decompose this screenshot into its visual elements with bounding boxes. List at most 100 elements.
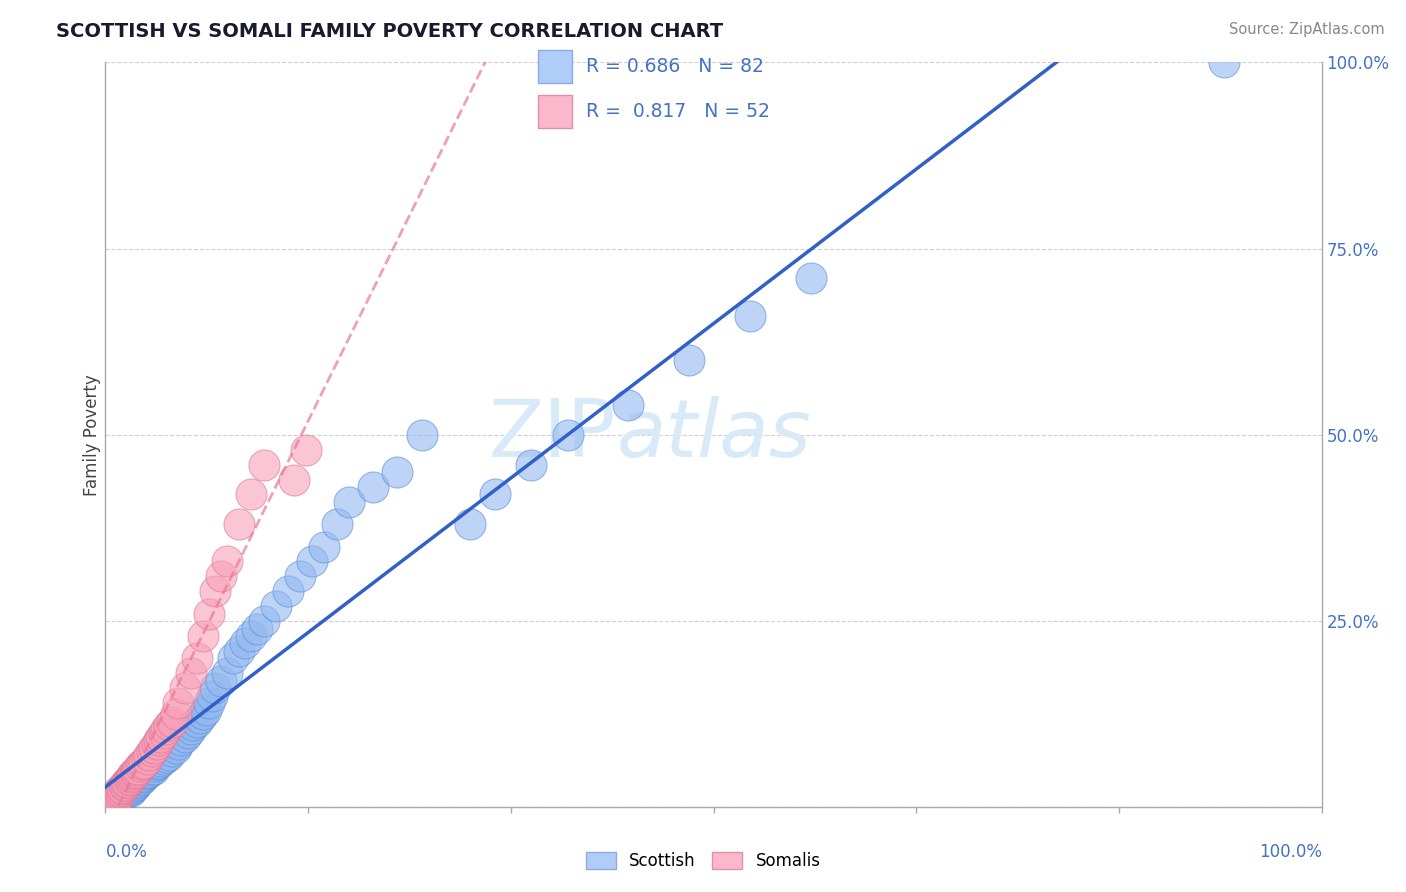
Point — [107, 789, 129, 804]
Point — [122, 780, 145, 795]
Text: R =  0.817   N = 52: R = 0.817 N = 52 — [586, 103, 769, 121]
Point — [148, 756, 170, 770]
Point — [484, 487, 506, 501]
Point — [115, 785, 138, 799]
Point — [240, 629, 263, 643]
Point — [198, 607, 221, 621]
Point — [153, 752, 176, 766]
Point — [112, 780, 135, 794]
Point — [108, 785, 131, 799]
Point — [118, 778, 141, 792]
Point — [314, 540, 336, 554]
Point — [173, 730, 195, 744]
Point — [180, 666, 202, 681]
Point — [191, 629, 214, 643]
Point — [173, 681, 195, 695]
Point — [125, 763, 148, 777]
Point — [104, 793, 127, 807]
Point — [148, 733, 170, 747]
Point — [361, 480, 384, 494]
Point — [240, 487, 263, 501]
Point — [111, 780, 134, 795]
Point — [800, 271, 823, 285]
FancyBboxPatch shape — [537, 50, 572, 83]
Point — [132, 771, 155, 785]
Point — [128, 773, 150, 788]
Point — [120, 771, 142, 785]
Point — [186, 651, 208, 665]
Point — [125, 776, 148, 790]
Point — [138, 764, 160, 779]
Point — [107, 793, 129, 807]
Text: SCOTTISH VS SOMALI FAMILY POVERTY CORRELATION CHART: SCOTTISH VS SOMALI FAMILY POVERTY CORREL… — [56, 22, 723, 41]
Point — [181, 718, 204, 732]
Y-axis label: Family Poverty: Family Poverty — [83, 374, 101, 496]
Point — [117, 775, 139, 789]
Point — [125, 778, 148, 792]
Text: Source: ZipAtlas.com: Source: ZipAtlas.com — [1229, 22, 1385, 37]
Point — [143, 740, 166, 755]
Text: ZIP: ZIP — [489, 396, 616, 474]
Point — [112, 785, 135, 799]
Point — [128, 759, 150, 773]
Point — [228, 644, 250, 658]
Point — [124, 780, 146, 794]
Point — [153, 726, 176, 740]
Point — [143, 759, 166, 773]
Text: 0.0%: 0.0% — [105, 843, 148, 861]
Point — [177, 726, 200, 740]
Point — [246, 622, 269, 636]
Point — [157, 748, 180, 763]
Point — [195, 703, 218, 717]
Point — [217, 666, 239, 681]
Point — [301, 554, 323, 568]
Point — [134, 769, 156, 783]
Point — [120, 784, 142, 798]
Point — [117, 773, 139, 788]
Point — [143, 762, 166, 776]
Point — [295, 442, 318, 457]
Point — [217, 554, 239, 568]
Point — [112, 781, 135, 796]
Point — [617, 398, 640, 412]
Point — [107, 785, 129, 799]
Legend: Scottish, Somalis: Scottish, Somalis — [579, 845, 827, 877]
Point — [103, 794, 125, 808]
Text: R = 0.686   N = 82: R = 0.686 N = 82 — [586, 57, 763, 76]
FancyBboxPatch shape — [537, 95, 572, 128]
Point — [337, 495, 360, 509]
Point — [108, 789, 131, 804]
Point — [114, 787, 136, 801]
Point — [111, 787, 134, 801]
Point — [127, 775, 149, 789]
Point — [209, 673, 232, 688]
Point — [162, 714, 184, 729]
Point — [114, 778, 136, 792]
Point — [288, 569, 311, 583]
Point — [233, 636, 256, 650]
Point — [131, 757, 153, 772]
Point — [107, 789, 129, 803]
Point — [131, 772, 153, 786]
Point — [104, 794, 127, 808]
Point — [121, 782, 143, 797]
Point — [209, 569, 232, 583]
Point — [100, 797, 122, 811]
Point — [135, 767, 157, 781]
Point — [204, 584, 226, 599]
Point — [115, 776, 138, 790]
Point — [165, 707, 187, 722]
Point — [252, 458, 274, 472]
Point — [738, 309, 761, 323]
Point — [108, 791, 131, 805]
Point — [201, 689, 224, 703]
Point — [118, 772, 141, 786]
Point — [155, 749, 177, 764]
Point — [110, 789, 132, 803]
Point — [167, 737, 190, 751]
Point — [155, 722, 177, 736]
Point — [105, 791, 128, 805]
Point — [162, 744, 184, 758]
Point — [325, 517, 347, 532]
Point — [141, 744, 163, 758]
